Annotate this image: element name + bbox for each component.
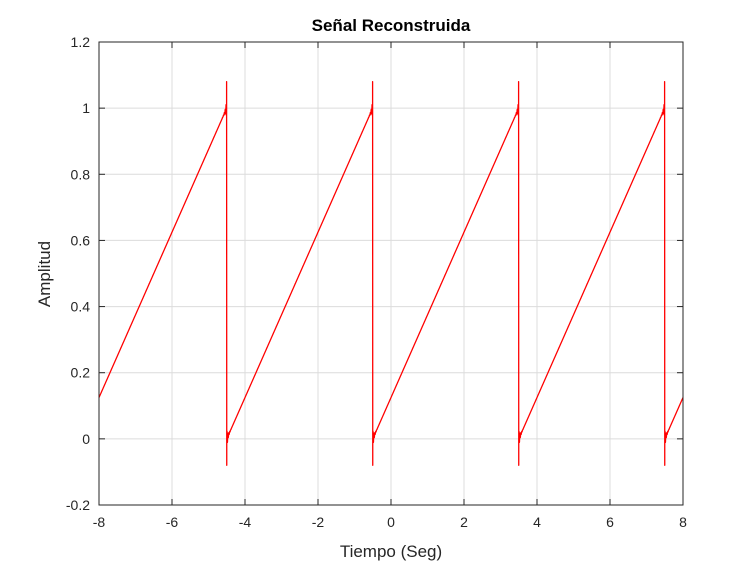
x-tick-label: 4: [533, 514, 541, 530]
x-tick-label: -4: [239, 514, 252, 530]
y-tick-label: 0.8: [71, 166, 91, 182]
x-tick-label: 2: [460, 514, 468, 530]
x-tick-label: -2: [312, 514, 325, 530]
series-line: [98, 81, 684, 466]
x-axis-ticks: -8 -6 -4 -2 0 2 4 6 8: [93, 42, 687, 530]
series-layer: [98, 81, 684, 466]
y-tick-label: 0.4: [71, 299, 91, 315]
y-tick-label: 0.6: [71, 232, 91, 248]
x-tick-label: 8: [679, 514, 687, 530]
y-axis-label: Amplitud: [35, 241, 54, 307]
x-tick-label: -6: [166, 514, 179, 530]
y-tick-label: 0.2: [71, 365, 91, 381]
x-tick-label: 6: [606, 514, 614, 530]
x-tick-label: -8: [93, 514, 106, 530]
y-tick-label: 1: [82, 100, 90, 116]
y-axis-ticks: -0.2 0 0.2 0.4 0.6 0.8 1 1.2: [66, 34, 683, 513]
y-tick-label: -0.2: [66, 497, 90, 513]
y-tick-label: 0: [82, 431, 90, 447]
x-axis-label: Tiempo (Seg): [340, 542, 442, 561]
x-tick-label: 0: [387, 514, 395, 530]
chart-title: Señal Reconstruida: [312, 16, 471, 35]
y-tick-label: 1.2: [71, 34, 91, 50]
